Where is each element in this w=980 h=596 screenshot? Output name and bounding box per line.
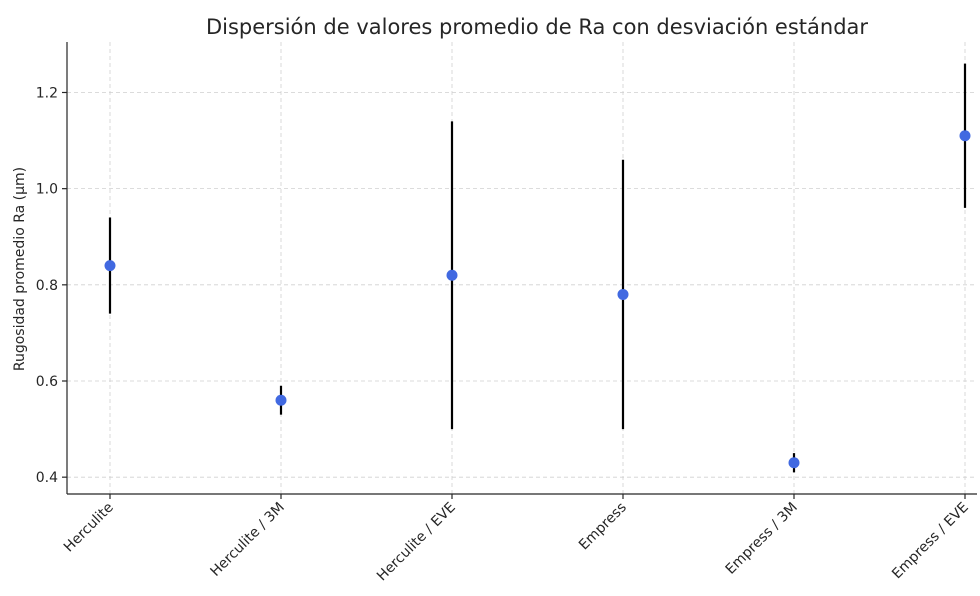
data-point [446, 269, 458, 281]
y-tick-label: 1.2 [36, 85, 58, 101]
x-tick-label: Herculite / 3M [207, 500, 287, 580]
error-bars [108, 63, 967, 473]
y-tick-label: 0.8 [36, 278, 58, 294]
y-tick-label: 0.4 [36, 470, 58, 486]
data-point [104, 260, 116, 272]
grid-lines [67, 42, 977, 494]
x-tick-label: Empress [576, 500, 630, 554]
axes [66, 42, 977, 495]
x-tick-label: Herculite [61, 500, 117, 556]
y-ticks: 0.4 0.6 0.8 1.0 1.2 [36, 85, 67, 486]
y-tick-label: 0.6 [36, 374, 58, 390]
data-point [617, 288, 629, 300]
chart-title: Dispersión de valores promedio de Ra con… [206, 15, 868, 39]
x-ticks: Herculite Herculite / 3M Herculite / EVE Em… [61, 494, 972, 584]
y-tick-label: 1.0 [36, 182, 58, 198]
x-tick-label: Empress / EVE [889, 500, 972, 583]
data-point [788, 457, 800, 469]
data-point [275, 394, 287, 406]
x-tick-label: Empress / 3M [723, 500, 801, 578]
x-tick-label: Herculite / EVE [374, 500, 459, 585]
data-point [959, 130, 971, 142]
y-axis-label: Rugosidad promedio Ra (µm) [12, 167, 28, 371]
data-points [104, 130, 971, 469]
